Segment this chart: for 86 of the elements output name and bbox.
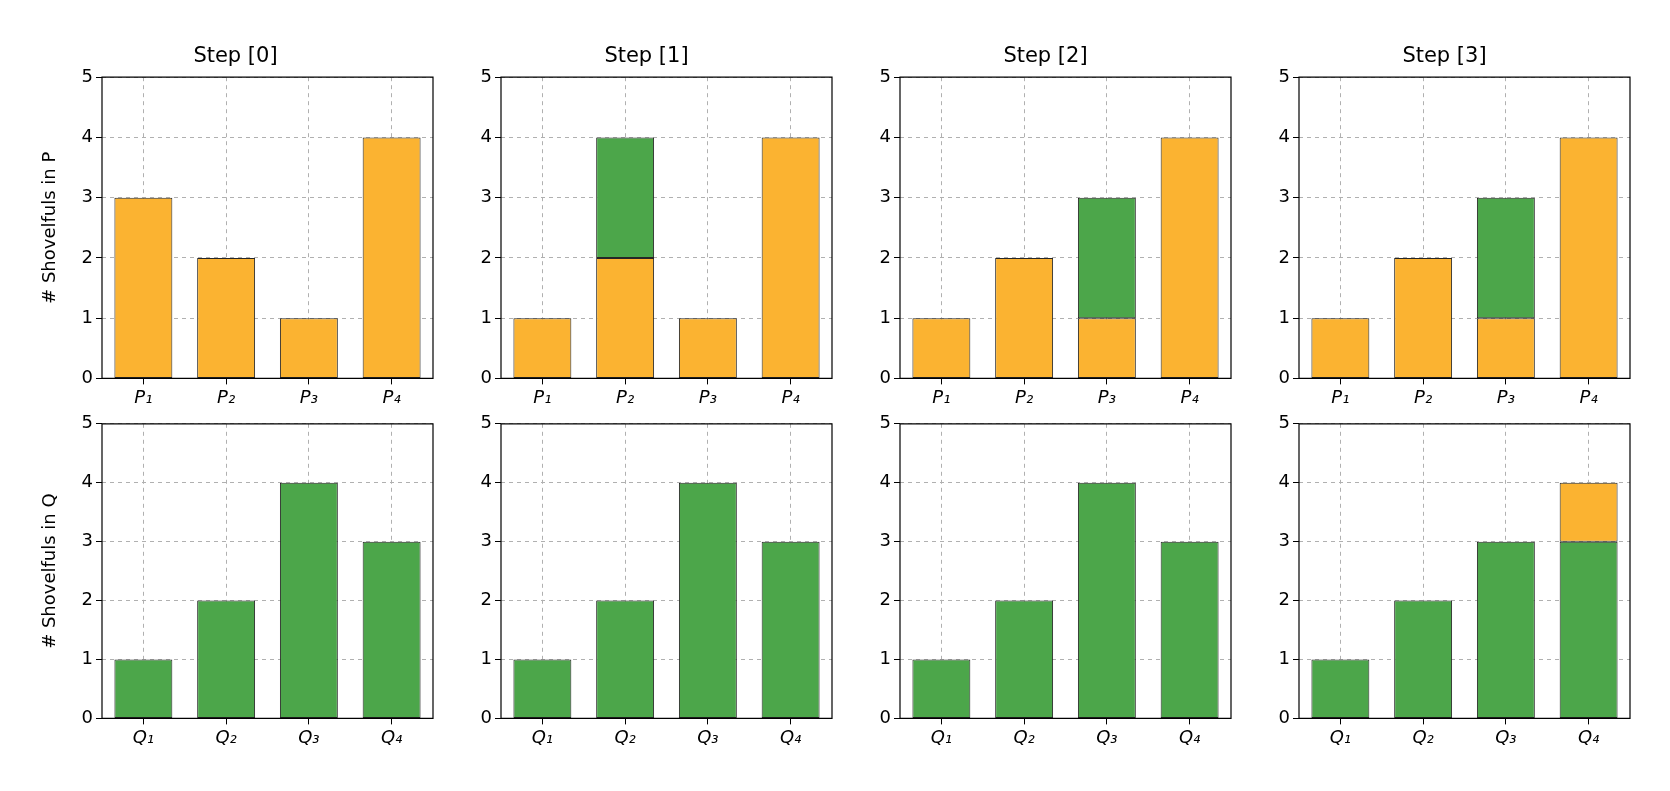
x-tick-label: P₃: [1496, 385, 1515, 407]
y-tick-label: 1: [480, 647, 492, 669]
y-tick-label: 1: [879, 647, 891, 669]
y-tick-label: 1: [1278, 305, 1290, 327]
y-tick-label: 2: [1278, 245, 1290, 267]
y-tick-label: 2: [879, 245, 891, 267]
y-tick-label: 2: [480, 245, 492, 267]
y-tick-label: 4: [480, 470, 492, 492]
y-tick-label: 2: [81, 588, 93, 610]
y-tick-label: 4: [81, 470, 93, 492]
y-tick-label: 3: [1278, 185, 1290, 207]
y-tick-label: 2: [879, 588, 891, 610]
x-tick-label: P₂: [1015, 385, 1034, 407]
y-tick-label: 1: [81, 305, 93, 327]
y-tick-label: 2: [81, 245, 93, 267]
x-tick-label: P₂: [616, 385, 635, 407]
y-tick-label: 3: [879, 529, 891, 551]
y-tick-label: 0: [1278, 366, 1290, 388]
x-tick-label: Q₄: [1577, 725, 1601, 747]
chart-title: Step [3]: [1402, 43, 1487, 68]
y-tick-label: 1: [480, 305, 492, 327]
y-tick-label: 3: [879, 185, 891, 207]
x-tick-label: P₄: [1579, 385, 1599, 407]
x-tick-label: Q₄: [779, 725, 803, 747]
y-tick-label: 0: [81, 366, 93, 388]
x-tick-label: Q₂: [1412, 725, 1434, 747]
x-tick-label: Q₄: [380, 725, 404, 747]
y-tick-label: 5: [81, 411, 93, 433]
y-tick-label: 4: [81, 125, 93, 147]
y-tick-label: 2: [1278, 588, 1290, 610]
x-tick-label: P₄: [1180, 385, 1200, 407]
x-tick-label: P₁: [134, 385, 153, 407]
x-tick-label: P₂: [1414, 385, 1433, 407]
y-tick-label: 1: [879, 305, 891, 327]
y-tick-label: 5: [81, 64, 93, 86]
x-tick-label: Q₃: [298, 725, 320, 747]
y-tick-label: 3: [81, 185, 93, 207]
y-tick-label: 5: [480, 411, 492, 433]
x-tick-label: Q₁: [531, 725, 554, 747]
chart-title: Step [0]: [193, 43, 278, 68]
x-tick-label: Q₂: [1013, 725, 1035, 747]
x-tick-label: Q₃: [1495, 725, 1517, 747]
y-tick-label: 4: [879, 470, 891, 492]
y-tick-label: 3: [480, 529, 492, 551]
y-tick-label: 1: [1278, 647, 1290, 669]
y-tick-label: 3: [1278, 529, 1290, 551]
x-tick-label: P₂: [217, 385, 236, 407]
x-tick-label: Q₂: [614, 725, 636, 747]
chart-title: Step [2]: [1003, 43, 1088, 68]
y-tick-label: 2: [480, 588, 492, 610]
y-axis-title: # Shovelfuls in P: [38, 151, 60, 304]
y-tick-label: 4: [1278, 470, 1290, 492]
y-tick-label: 4: [1278, 125, 1290, 147]
y-axis-title: # Shovelfuls in Q: [38, 493, 60, 649]
x-tick-label: P₃: [1097, 385, 1116, 407]
y-tick-label: 3: [480, 185, 492, 207]
x-tick-label: P₃: [299, 385, 318, 407]
y-tick-label: 5: [879, 411, 891, 433]
x-tick-label: Q₂: [215, 725, 237, 747]
x-tick-label: Q₃: [697, 725, 719, 747]
x-tick-label: Q₃: [1096, 725, 1118, 747]
y-tick-label: 5: [480, 64, 492, 86]
x-tick-label: Q₄: [1178, 725, 1202, 747]
x-tick-label: P₁: [932, 385, 951, 407]
x-tick-label: P₁: [1331, 385, 1350, 407]
y-tick-label: 5: [1278, 411, 1290, 433]
y-tick-label: 0: [480, 706, 492, 728]
x-tick-label: P₃: [698, 385, 717, 407]
y-tick-label: 0: [879, 706, 891, 728]
y-tick-label: 4: [879, 125, 891, 147]
x-tick-label: Q₁: [1329, 725, 1352, 747]
x-tick-label: P₄: [781, 385, 801, 407]
y-tick-label: 5: [879, 64, 891, 86]
x-tick-label: P₁: [533, 385, 552, 407]
x-tick-label: P₄: [382, 385, 402, 407]
y-tick-label: 0: [1278, 706, 1290, 728]
chart-title: Step [1]: [604, 43, 689, 68]
y-tick-label: 0: [81, 706, 93, 728]
y-tick-label: 4: [480, 125, 492, 147]
y-tick-label: 3: [81, 529, 93, 551]
y-tick-label: 1: [81, 647, 93, 669]
x-tick-label: Q₁: [930, 725, 953, 747]
y-tick-label: 0: [480, 366, 492, 388]
y-tick-label: 5: [1278, 64, 1290, 86]
y-tick-label: 0: [879, 366, 891, 388]
x-tick-label: Q₁: [132, 725, 155, 747]
